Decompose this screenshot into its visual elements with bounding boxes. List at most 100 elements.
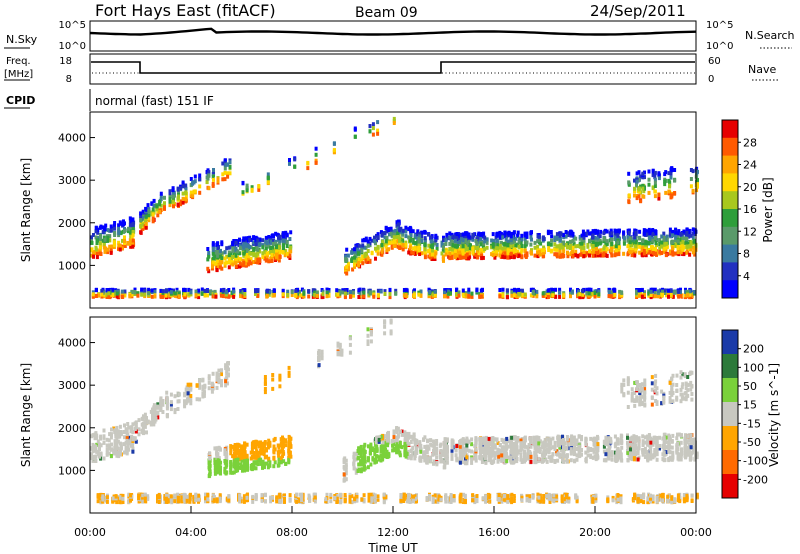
range-cell (664, 253, 668, 258)
range-cell (513, 287, 516, 292)
range-cell (208, 451, 212, 456)
range-cell (661, 290, 664, 295)
range-cell (223, 162, 227, 167)
range-cell (456, 240, 460, 245)
range-cell (505, 293, 509, 297)
range-cell (509, 231, 513, 236)
range-cell (172, 288, 175, 293)
range-cell (418, 252, 422, 256)
range-cell (265, 289, 269, 294)
range-cell (429, 250, 433, 255)
range-cell (529, 250, 533, 255)
range-cell (555, 252, 559, 257)
range-cell (669, 292, 673, 297)
range-cell (610, 242, 614, 246)
range-cell (392, 244, 396, 248)
range-cell (198, 184, 202, 189)
range-cell (215, 371, 219, 376)
range-cell (93, 455, 97, 460)
range-cell (236, 255, 240, 260)
range-cell (226, 162, 230, 167)
range-cell (419, 289, 423, 294)
range-cell (238, 251, 241, 256)
range-cell (517, 291, 521, 296)
range-cell (221, 161, 225, 166)
range-cell (126, 443, 130, 448)
range-cell (139, 211, 143, 216)
range-cell (97, 293, 101, 298)
range-cell (338, 350, 342, 354)
range-cell (649, 289, 653, 294)
range-cell (203, 384, 207, 389)
range-cell (654, 252, 657, 256)
range-cell (257, 184, 261, 188)
range-cell (562, 235, 566, 240)
range-cell (118, 247, 122, 252)
range-cell (456, 255, 460, 260)
range-cell (429, 235, 433, 240)
range-cell (465, 232, 469, 237)
range-cell (275, 252, 278, 257)
range-cell (238, 257, 242, 261)
range-cell (444, 252, 448, 257)
range-cell (193, 174, 197, 179)
range-cell (668, 227, 672, 232)
range-cell (671, 246, 674, 251)
range-cell (149, 420, 153, 425)
range-cell (103, 249, 107, 254)
range-cell (265, 293, 269, 298)
range-cell (219, 293, 223, 298)
range-cell (241, 465, 244, 470)
range-cell (687, 244, 691, 249)
range-cell (252, 250, 256, 255)
range-cell (125, 429, 129, 434)
range-cell (234, 240, 238, 245)
range-cell (198, 190, 202, 195)
range-cell (417, 243, 421, 248)
range-cell (457, 293, 461, 298)
range-cell (498, 288, 502, 292)
range-cell (233, 250, 236, 255)
range-cell (136, 291, 140, 296)
range-cell (234, 246, 238, 251)
range-cell (263, 375, 267, 379)
range-cell (102, 293, 106, 298)
range-cell (233, 443, 237, 448)
freq-strip: Freq. [MHz] 18 8 60 0 Nave (4, 53, 780, 85)
range-cell (225, 452, 229, 457)
range-cell (626, 234, 630, 239)
range-cell (549, 249, 553, 254)
range-cell (216, 458, 220, 463)
range-cell (525, 231, 529, 236)
range-cell (131, 443, 135, 448)
range-cell (627, 182, 631, 187)
range-cell (245, 442, 249, 447)
range-cell (207, 386, 211, 391)
range-cell (653, 184, 657, 188)
range-cell (467, 294, 471, 298)
range-cell (168, 287, 172, 292)
range-cell (215, 460, 219, 465)
range-cell (229, 470, 233, 475)
range-cell (251, 465, 255, 470)
range-cell (211, 248, 215, 253)
range-cell (396, 231, 400, 236)
range-cell (272, 293, 276, 297)
range-cell (125, 446, 129, 451)
range-cell (433, 254, 437, 259)
range-cell (302, 294, 306, 299)
range-cell (389, 318, 393, 323)
range-cell (614, 237, 618, 242)
range-cell (562, 243, 566, 248)
range-cell (376, 128, 380, 133)
range-cell (102, 440, 106, 445)
range-cell (523, 246, 527, 251)
range-cell (459, 244, 463, 249)
range-cell (558, 294, 562, 299)
range-cell (325, 287, 329, 292)
range-cell (535, 294, 539, 299)
range-cell (566, 254, 570, 259)
range-cell (689, 247, 693, 252)
range-cell (134, 429, 138, 434)
range-cell (217, 245, 220, 249)
